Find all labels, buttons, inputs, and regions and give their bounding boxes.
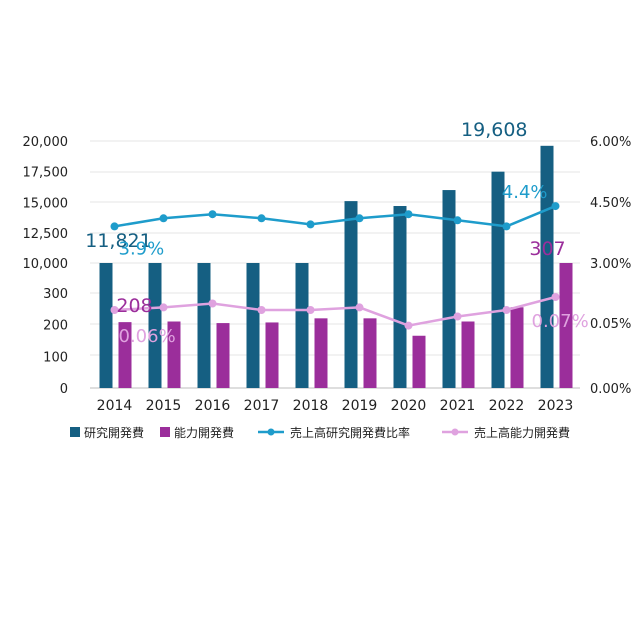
left-tick-label: 15,000 <box>23 196 69 211</box>
rd-ratio-point-2022 <box>502 222 511 231</box>
gridlines <box>90 140 580 389</box>
data-label: 208 <box>116 295 152 317</box>
data-label: 19,608 <box>461 119 527 141</box>
rd-ratio-point-2016 <box>208 210 217 219</box>
bar-rd-2020 <box>393 206 407 388</box>
bar-ability-2016 <box>216 323 230 388</box>
legend-label-rd: 研究開発費 <box>84 425 144 440</box>
ability-ratio-point-2021 <box>453 312 462 321</box>
legend-label-ability-ratio: 売上高能力開発費 <box>474 425 570 440</box>
rd-ratio-point-2019 <box>355 214 364 223</box>
right-tick-label: 3.00% <box>590 257 631 272</box>
ability-ratio-point-2014 <box>110 306 119 314</box>
bar-ability-2022 <box>510 307 524 388</box>
rd-ratio-point-2023 <box>551 202 560 211</box>
left-axis: 12,500 15,000 17,500 20,000 10,000 0 100 200 300 <box>23 135 69 397</box>
right-tick-label: 0.05% <box>590 317 631 332</box>
data-label: 307 <box>529 238 565 260</box>
bar-rd-2014 <box>99 263 113 388</box>
data-label: 0.07% <box>532 311 589 332</box>
bar-rd-2016 <box>197 263 211 388</box>
x-tick-label-2022: 2022 <box>489 398 525 414</box>
bar-ability-2021 <box>461 321 475 388</box>
bar-ability-2014 <box>118 322 132 388</box>
legend: 研究開発費 能力開発費 売上高研究開発費比率 売上高能力開発費 <box>70 425 570 440</box>
legend-swatch-ability <box>160 427 170 437</box>
rd-ratio-point-2021 <box>453 216 462 225</box>
x-tick-label-2020: 2020 <box>391 398 427 414</box>
legend-marker-rd-ratio <box>267 428 275 436</box>
bar-rd-2017 <box>246 263 260 388</box>
x-tick-label-2018: 2018 <box>293 398 329 414</box>
left-tick-label: 20,000 <box>23 135 69 150</box>
right-tick-label: 0.00% <box>590 382 631 397</box>
ability-ratio-point-2022 <box>502 306 511 314</box>
bar-rd-2015 <box>148 263 162 388</box>
right-tick-label: 6.00% <box>590 135 631 150</box>
bar-ability-2015 <box>167 321 181 388</box>
ability-ratio-point-2017 <box>257 306 266 314</box>
data-label: 4.4% <box>502 182 548 203</box>
lines <box>110 202 560 330</box>
x-tick-label-2019: 2019 <box>342 398 378 414</box>
ability-ratio-point-2016 <box>208 299 217 308</box>
left-tick-label: 0 <box>60 382 68 397</box>
legend-label-ability: 能力開発費 <box>174 425 234 440</box>
rd-ratio-point-2018 <box>306 220 315 229</box>
bar-ability-2023 <box>559 263 573 388</box>
x-tick-label-2017: 2017 <box>244 398 280 414</box>
left-tick-label: 100 <box>43 350 68 365</box>
bar-ability-2017 <box>265 322 279 388</box>
x-tick-label-2015: 2015 <box>146 398 182 414</box>
right-tick-label: 4.50% <box>590 196 631 211</box>
left-tick-label: 10,000 <box>23 257 69 272</box>
right-axis: 3.00% 4.50% 6.00% 0.00% 0.05% <box>590 135 631 397</box>
left-tick-label: 12,500 <box>23 227 69 242</box>
bar-ability-2018 <box>314 318 328 388</box>
rd-ratio-line <box>114 204 556 228</box>
bar-ability-2019 <box>363 318 377 388</box>
data-label: 0.06% <box>119 326 176 347</box>
legend-label-rd-ratio: 売上高研究開発費比率 <box>290 425 410 440</box>
bar-rd-2019 <box>344 201 358 388</box>
data-label: 11,821 <box>85 230 151 252</box>
ability-ratio-point-2015 <box>159 303 168 312</box>
rd-ratio-point-2015 <box>159 214 168 223</box>
ability-ratio-point-2023 <box>551 293 560 301</box>
bar-rd-2021 <box>442 190 456 388</box>
bar-rd-2023 <box>540 145 554 388</box>
bar-rd-2018 <box>295 263 309 388</box>
ability-ratio-point-2020 <box>404 321 413 330</box>
annotations: 11,821 19,608 208 307 3.9% 4.4% 0.06% 0.07% <box>85 119 588 347</box>
ability-ratio-line <box>114 295 556 327</box>
left-tick-label: 17,500 <box>23 166 69 181</box>
x-tick-label-2014: 2014 <box>97 398 133 414</box>
data-label: 3.9% <box>119 238 165 259</box>
rd-ratio-point-2014 <box>110 222 119 231</box>
legend-marker-ability-ratio <box>451 428 459 436</box>
x-tick-label-2016: 2016 <box>195 398 231 414</box>
rd-ratio-point-2020 <box>404 210 413 219</box>
ability-ratio-point-2019 <box>355 303 364 312</box>
x-axis: 2014 2015 2016 2017 2018 2019 2020 2021 2022 2023 <box>97 398 574 414</box>
x-tick-label-2021: 2021 <box>440 398 476 414</box>
bars <box>99 145 573 388</box>
rd-ratio-point-2017 <box>257 214 266 223</box>
left-tick-label: 200 <box>43 319 68 334</box>
bar-rd-2022 <box>491 171 505 388</box>
left-tick-label: 300 <box>43 287 68 302</box>
legend-swatch-rd <box>70 427 80 437</box>
bar-ability-2020 <box>412 335 426 388</box>
ability-ratio-point-2018 <box>306 306 315 314</box>
x-tick-label-2023: 2023 <box>538 398 574 414</box>
